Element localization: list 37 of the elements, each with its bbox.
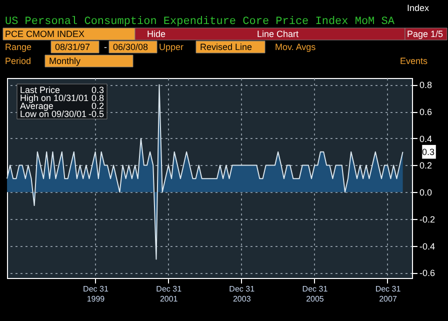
text: 08/31/97 xyxy=(55,42,90,52)
x-tick-label: Dec 31 2005 xyxy=(302,284,328,304)
annotation: -0.5 xyxy=(88,109,104,119)
x-tick-label: Dec 31 1999 xyxy=(83,284,109,304)
text: Index xyxy=(407,3,430,13)
annotation: Average xyxy=(20,101,54,111)
text: Monthly xyxy=(49,56,82,66)
y-tick-label: 0.0 xyxy=(420,188,432,198)
y-tick-label: -0.2 xyxy=(420,214,436,224)
x-tick-label: Dec 31 2003 xyxy=(229,284,256,304)
text: Events xyxy=(400,56,428,66)
text: Line Chart xyxy=(257,29,300,39)
text: 06/30/08 xyxy=(113,42,148,52)
chart-title: US Personal Consumption Expenditure Core Price Index MoM SA xyxy=(5,16,395,28)
y-tick-label: 0.6 xyxy=(420,107,432,118)
text: Range xyxy=(5,42,32,52)
annotation: High on 10/31/01 xyxy=(20,93,89,103)
y-tick-label: -0.6 xyxy=(420,268,436,278)
y-tick-label: 0.8 xyxy=(420,80,432,90)
annotation: Last Price xyxy=(20,85,60,95)
text: Mov. Avgs xyxy=(275,42,316,52)
x-tick-label: Dec 31 2001 xyxy=(156,284,182,304)
text: Hide xyxy=(147,29,166,39)
annotation: 0.3 xyxy=(91,85,104,95)
annotation: 0.8 xyxy=(91,93,104,103)
annotation: 0.3 xyxy=(422,146,435,157)
text: Page 1/5 xyxy=(407,29,444,39)
text: Period xyxy=(5,56,32,66)
y-tick-label: -0.4 xyxy=(420,241,436,252)
x-tick-label: Dec 31 2007 xyxy=(375,284,402,304)
y-tick-label: 0.2 xyxy=(420,160,432,171)
text: PCE CMOM INDEX xyxy=(5,29,85,39)
text: Revised Line xyxy=(200,42,252,52)
text: Upper xyxy=(159,42,184,52)
y-tick-label: 0.4 xyxy=(420,134,432,144)
text: - xyxy=(104,42,107,52)
annotation: 0.2 xyxy=(91,101,104,111)
